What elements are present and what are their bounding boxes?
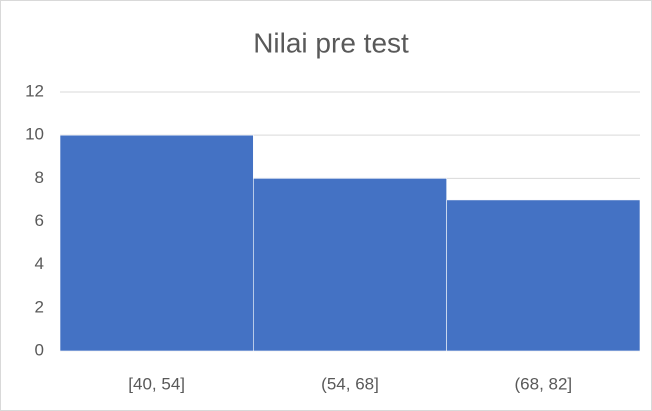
chart-title: Nilai pre test xyxy=(253,27,409,58)
x-tick-label: [40, 54] xyxy=(128,374,185,393)
bar xyxy=(446,199,641,352)
x-tick-label: (68, 82] xyxy=(515,374,573,393)
y-tick-label: 12 xyxy=(25,81,44,100)
bar xyxy=(59,134,254,352)
bar xyxy=(253,178,447,352)
y-tick-label: 0 xyxy=(35,340,44,359)
y-tick-label: 2 xyxy=(35,297,44,316)
x-tick-label: (54, 68] xyxy=(321,374,379,393)
y-tick-label: 8 xyxy=(35,168,44,187)
y-tick-label: 4 xyxy=(35,254,44,273)
y-tick-label: 6 xyxy=(35,211,44,230)
y-tick-label: 10 xyxy=(25,125,44,144)
